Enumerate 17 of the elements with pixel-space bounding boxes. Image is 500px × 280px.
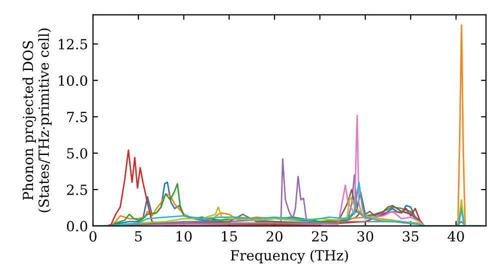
y-tick-label: 10.0 [58,75,88,86]
x-tick-label: 30 [358,231,374,242]
y-axis-title: Phonon projected DOS (States/THz·primitive cell) [22,28,52,212]
x-tick-label: 10 [176,231,192,242]
x-tick-label: 5 [135,231,142,242]
y-tick-label: 0.0 [66,220,88,232]
x-tick-label: 0 [89,231,96,242]
y-tick-label: 12.5 [58,38,88,50]
x-tick-label: 25 [312,231,328,242]
y-tick-label: 7.5 [67,112,88,122]
x-tick-label: 35 [402,231,418,242]
y-tick-label: 5.0 [67,148,88,159]
x-tick-label: 40 [448,231,464,242]
y-tick-label: 2.5 [66,184,88,196]
x-axis-title: Frequency (THz) [230,250,348,264]
x-tick-label: 15 [222,231,237,242]
x-tick-label: 20 [266,231,282,242]
